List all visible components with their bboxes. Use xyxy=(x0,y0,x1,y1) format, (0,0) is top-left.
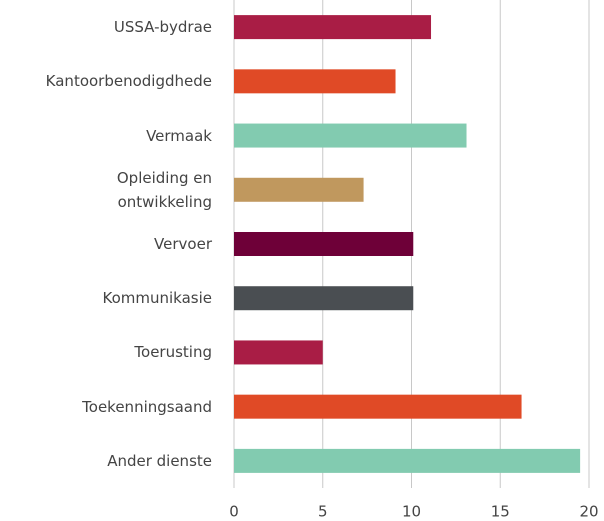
y-tick-label: Kommunikasie xyxy=(102,289,213,308)
x-tick-label: 10 xyxy=(402,503,421,521)
x-tick-label: 0 xyxy=(229,503,239,521)
x-tick-label: 20 xyxy=(579,503,598,521)
y-tick-label: Vermaak xyxy=(146,126,212,145)
x-tick-label: 5 xyxy=(318,503,328,521)
y-tick-label: Kantoorbenodigdhede xyxy=(45,72,212,91)
bar xyxy=(234,69,396,94)
bar xyxy=(234,286,414,311)
bar xyxy=(234,448,581,473)
x-tick-label: 15 xyxy=(491,503,510,521)
y-tick-label: Vervoer xyxy=(154,235,212,253)
y-tick-label: USSA-bydrae xyxy=(113,18,212,37)
bar xyxy=(234,177,364,202)
bar xyxy=(234,232,414,256)
y-tick-label: Toerusting xyxy=(134,343,212,362)
y-tick-label: Opleiding en ontwikkeling xyxy=(116,168,212,211)
y-tick-label: Toekenningsaand xyxy=(82,397,212,416)
bar xyxy=(234,394,522,419)
y-tick-label: Ander dienste xyxy=(107,451,212,470)
bar xyxy=(234,123,467,148)
bar xyxy=(234,15,432,40)
bar xyxy=(234,340,323,365)
